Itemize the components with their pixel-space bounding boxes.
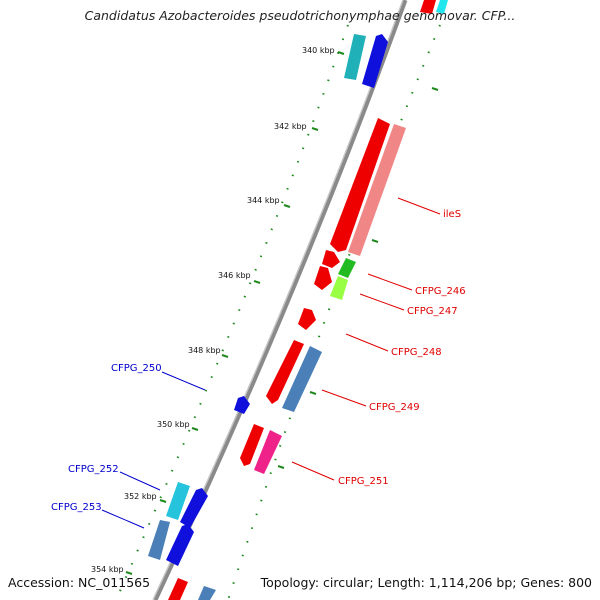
gene-label-cfpg-253[interactable]: CFPG_253 xyxy=(51,502,102,513)
tick-label-348: 348 kbp xyxy=(188,346,221,355)
gene-label-cfpg-252[interactable]: CFPG_252 xyxy=(68,464,119,475)
gene-block[interactable] xyxy=(322,250,340,268)
gene-block[interactable] xyxy=(266,340,304,404)
gene-block[interactable] xyxy=(338,258,356,278)
gene-block[interactable] xyxy=(198,586,216,600)
gene-block[interactable] xyxy=(330,118,390,252)
gene-block[interactable] xyxy=(282,346,322,412)
gene-block[interactable] xyxy=(420,0,436,14)
gene-block[interactable] xyxy=(168,578,188,600)
plus-strand-genes xyxy=(168,118,406,600)
tick-label-344: 344 kbp xyxy=(247,196,280,205)
gene-block[interactable] xyxy=(254,430,282,474)
tick-label-340: 340 kbp xyxy=(302,46,335,55)
tick-label-350: 350 kbp xyxy=(157,420,190,429)
gene-block[interactable] xyxy=(436,0,448,14)
gene-block[interactable] xyxy=(148,520,170,560)
gene-block[interactable] xyxy=(362,34,388,88)
scale-ticks xyxy=(125,51,439,575)
minus-strand-genes xyxy=(148,0,448,566)
gene-labels: ileS CFPG_246 CFPG_247 CFPG_248 CFPG_249… xyxy=(51,209,466,513)
gene-block[interactable] xyxy=(166,482,190,520)
gene-block[interactable] xyxy=(234,396,250,414)
map-title: Candidatus Azobacteroides pseudotrichony… xyxy=(84,8,516,23)
tick-label-352: 352 kbp xyxy=(124,492,157,501)
accession-text: Accession: NC_011565 xyxy=(8,575,151,590)
guide-rings xyxy=(115,24,441,600)
tick-labels: 340 kbp 342 kbp 344 kbp 346 kbp 348 kbp … xyxy=(91,46,335,574)
gene-label-cfpg-250[interactable]: CFPG_250 xyxy=(111,363,162,374)
gene-label-cfpg-251[interactable]: CFPG_251 xyxy=(338,476,389,487)
gene-block[interactable] xyxy=(240,424,264,466)
tick-label-354: 354 kbp xyxy=(91,565,124,574)
gene-block[interactable] xyxy=(180,488,208,528)
gene-label-ileS[interactable]: ileS xyxy=(443,209,461,220)
gene-block[interactable] xyxy=(166,524,194,566)
genome-summary-text: Topology: circular; Length: 1,114,206 bp… xyxy=(260,575,592,590)
gene-label-cfpg-246[interactable]: CFPG_246 xyxy=(415,286,466,297)
gene-block[interactable] xyxy=(314,266,332,290)
label-leaders xyxy=(101,197,441,529)
gene-label-cfpg-247[interactable]: CFPG_247 xyxy=(407,306,458,317)
gene-block[interactable] xyxy=(344,34,366,80)
gene-block[interactable] xyxy=(298,308,316,330)
gene-label-cfpg-248[interactable]: CFPG_248 xyxy=(391,347,442,358)
gene-block[interactable] xyxy=(330,276,348,300)
tick-label-346: 346 kbp xyxy=(218,271,251,280)
gene-block[interactable] xyxy=(348,124,406,256)
gene-label-cfpg-249[interactable]: CFPG_249 xyxy=(369,402,420,413)
tick-label-342: 342 kbp xyxy=(274,122,307,131)
